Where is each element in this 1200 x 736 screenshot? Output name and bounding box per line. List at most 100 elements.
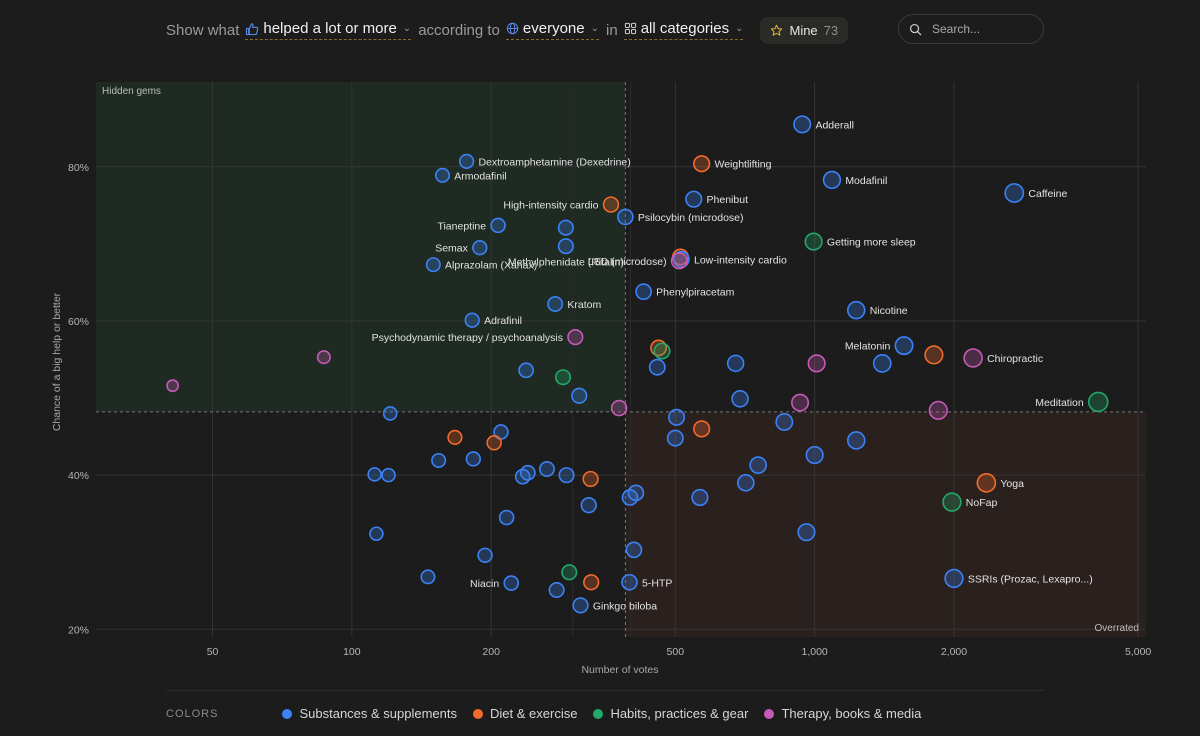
data-label: Yoga bbox=[1000, 478, 1024, 490]
data-label: Phenibut bbox=[707, 194, 749, 206]
data-point bbox=[822, 170, 842, 190]
data-point bbox=[538, 460, 555, 477]
data-point bbox=[557, 219, 574, 236]
mine-count: 73 bbox=[823, 22, 839, 38]
data-point bbox=[804, 232, 823, 251]
data-label: Low-intensity cardio bbox=[694, 254, 787, 266]
data-point bbox=[726, 354, 745, 373]
star-icon bbox=[771, 24, 783, 36]
data-point bbox=[625, 541, 643, 559]
data-point bbox=[793, 115, 812, 134]
data-point bbox=[580, 497, 597, 514]
data-label: Caffeine bbox=[1028, 188, 1067, 200]
search-input[interactable] bbox=[930, 21, 1034, 37]
data-point bbox=[635, 283, 652, 301]
y-axis-label: Chance of a big help or better bbox=[51, 292, 63, 431]
data-label: Kratom bbox=[567, 299, 601, 311]
data-point bbox=[775, 412, 794, 431]
data-point bbox=[472, 240, 488, 256]
legend-item-therapy[interactable]: Therapy, books & media bbox=[764, 706, 921, 721]
data-label: Nicotine bbox=[870, 305, 908, 317]
quadrant-overrated bbox=[625, 411, 1146, 637]
data-point bbox=[369, 526, 384, 541]
show-word: Show what bbox=[166, 21, 240, 39]
x-tick-label: 5,000 bbox=[1125, 646, 1151, 658]
data-point bbox=[557, 238, 574, 255]
data-point bbox=[621, 489, 639, 506]
data-label: Meditation bbox=[1035, 397, 1084, 409]
data-point bbox=[464, 312, 480, 328]
data-point bbox=[976, 473, 997, 493]
data-point bbox=[617, 208, 634, 226]
data-point bbox=[498, 509, 515, 526]
data-point bbox=[944, 568, 964, 589]
data-point bbox=[458, 153, 475, 170]
legend-item-substances[interactable]: Substances & supplements bbox=[282, 706, 457, 721]
search-box[interactable] bbox=[898, 14, 1044, 44]
chevron-down-icon: ⌄ bbox=[402, 23, 412, 34]
x-tick-label: 50 bbox=[207, 646, 219, 658]
data-point bbox=[797, 523, 816, 542]
quadrant-label-overrated: Overrated bbox=[1095, 623, 1139, 634]
data-point bbox=[805, 445, 824, 465]
audience-dropdown[interactable]: everyone ⌄ bbox=[505, 20, 600, 40]
data-point bbox=[621, 573, 638, 591]
data-label: NoFap bbox=[966, 497, 998, 509]
legend-label: Diet & exercise bbox=[490, 706, 578, 721]
data-label: Modafinil bbox=[845, 175, 887, 187]
thumbs-up-icon bbox=[246, 22, 259, 35]
data-label: Methylphenidate (Ritalin) bbox=[508, 256, 624, 268]
data-point bbox=[583, 574, 600, 591]
legend-item-habits[interactable]: Habits, practices & gear bbox=[593, 706, 748, 721]
metric-dropdown[interactable]: helped a lot or more ⌄ bbox=[245, 20, 412, 40]
data-point bbox=[666, 429, 684, 447]
data-point bbox=[582, 470, 599, 488]
data-point bbox=[490, 217, 506, 234]
mine-label: Mine bbox=[789, 22, 818, 38]
data-point bbox=[447, 429, 463, 445]
data-point bbox=[367, 467, 382, 482]
data-point bbox=[572, 597, 589, 614]
legend-label: Therapy, books & media bbox=[781, 706, 922, 721]
legend-title: COLORS bbox=[166, 707, 219, 720]
legend-item-diet[interactable]: Diet & exercise bbox=[473, 706, 577, 721]
legend-dot bbox=[282, 708, 293, 719]
data-point bbox=[567, 329, 584, 346]
color-legend: COLORS Substances & supplements Diet & e… bbox=[166, 690, 1044, 736]
legend-label: Substances & supplements bbox=[299, 706, 458, 721]
x-tick-label: 100 bbox=[343, 646, 361, 658]
data-label: Getting more sleep bbox=[827, 237, 916, 249]
data-label: Psychodynamic therapy / psychoanalysis bbox=[372, 332, 563, 344]
data-label: Niacin bbox=[470, 578, 499, 590]
data-point bbox=[1004, 183, 1025, 203]
data-point bbox=[558, 467, 575, 484]
data-point bbox=[737, 474, 755, 492]
data-label: Dextroamphetamine (Dexedrine) bbox=[478, 156, 630, 168]
data-point bbox=[963, 348, 983, 368]
data-point bbox=[648, 358, 666, 376]
data-point bbox=[872, 353, 892, 373]
data-point bbox=[431, 452, 447, 468]
data-label: Phenylpiracetam bbox=[656, 287, 734, 299]
x-tick-label: 500 bbox=[667, 646, 685, 658]
category-dropdown[interactable]: all categories ⌄ bbox=[623, 20, 744, 40]
data-label: Adderall bbox=[815, 119, 854, 131]
legend-label: Habits, practices & gear bbox=[610, 706, 749, 721]
y-tick-label: 40% bbox=[68, 470, 89, 482]
x-tick-label: 1,000 bbox=[801, 646, 827, 658]
data-point bbox=[693, 155, 711, 173]
mine-toggle[interactable]: Mine 73 bbox=[760, 16, 849, 44]
data-point bbox=[691, 488, 709, 507]
data-label: Semax bbox=[435, 243, 468, 255]
x-tick-label: 2,000 bbox=[941, 646, 967, 658]
data-point bbox=[166, 379, 180, 393]
data-point bbox=[425, 257, 441, 273]
data-point bbox=[749, 456, 768, 474]
data-point bbox=[434, 167, 451, 183]
data-point bbox=[653, 342, 671, 360]
data-label: Alprazolam (Xanax) bbox=[445, 260, 537, 272]
data-point bbox=[791, 393, 810, 412]
data-label: LSD (microdose) bbox=[588, 256, 667, 268]
in-word: in bbox=[606, 21, 618, 39]
chevron-down-icon: ⌄ bbox=[590, 23, 600, 34]
